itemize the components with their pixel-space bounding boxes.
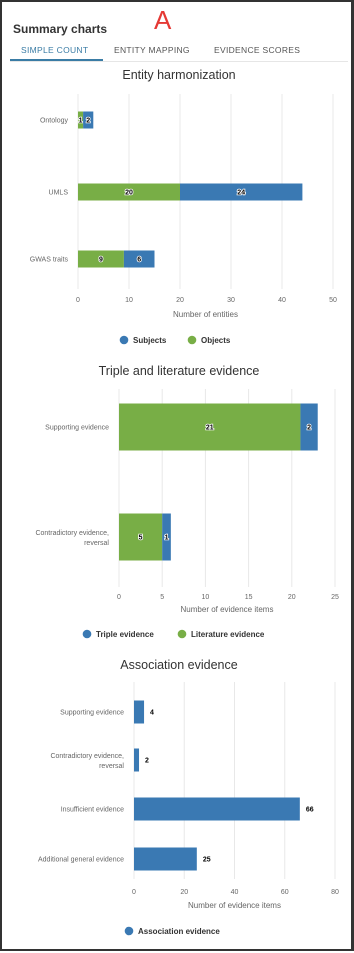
association-evidence-category-label: Contradictory evidence, reversal: [50, 753, 124, 770]
triple-and-literature-evidence-x-tick-label: 0: [117, 594, 121, 601]
tab-simple-count[interactable]: SIMPLE COUNT: [21, 45, 89, 55]
triple-and-literature-evidence-legend-label-literature-evidence: Literature evidence: [191, 630, 265, 639]
entity-harmonization-bar-objects: [78, 250, 124, 268]
entity-harmonization-category-label: UMLS: [49, 190, 69, 197]
triple-and-literature-evidence-x-tick-label: 5: [160, 594, 164, 601]
tab-entity-mapping[interactable]: ENTITY MAPPING: [114, 45, 190, 55]
association-evidence-bar-association-evidence: [134, 847, 197, 871]
association-evidence-category-label: Insufficient evidence: [61, 807, 124, 814]
entity-harmonization-x-tick-label: 20: [176, 297, 184, 304]
entity-harmonization-category-label: GWAS traits: [30, 257, 69, 264]
association-evidence-data-label: 4: [150, 710, 154, 717]
triple-and-literature-evidence-bar-literature-evidence: [119, 403, 301, 451]
entity-harmonization-x-tick-label: 10: [125, 297, 133, 304]
association-evidence-legend-label-association-evidence: Association evidence: [138, 927, 220, 936]
association-evidence-data-label: 2: [145, 758, 149, 765]
association-evidence-x-tick-label: 20: [180, 889, 188, 896]
triple-and-literature-evidence-x-tick-label: 25: [331, 594, 339, 601]
association-evidence-legend-marker-association-evidence: [124, 926, 134, 936]
triple-and-literature-evidence-category-label: Supporting evidence: [45, 425, 109, 432]
entity-harmonization-legend-label-objects: Objects: [201, 336, 231, 345]
entity-harmonization-bar-objects: [78, 111, 84, 129]
entity-harmonization-data-label: 1: [79, 118, 83, 125]
entity-harmonization-data-label: 20: [125, 190, 133, 197]
association-evidence-title: Association evidence: [120, 658, 237, 672]
entity-harmonization-data-label: 9: [99, 257, 103, 264]
association-evidence-x-tick-label: 0: [132, 889, 136, 896]
figure-letter: A: [154, 5, 172, 35]
entity-harmonization-title: Entity harmonization: [122, 68, 235, 82]
panel-title: Summary charts: [13, 22, 108, 36]
association-evidence-bar-association-evidence: [134, 797, 300, 821]
association-evidence-bar-association-evidence: [134, 700, 145, 724]
triple-and-literature-evidence-bar-triple-evidence: [162, 513, 171, 561]
association-evidence-x-tick-label: 60: [281, 889, 289, 896]
triple-and-literature-evidence-data-label: 1: [165, 535, 169, 542]
association-evidence-data-label: 66: [306, 807, 314, 814]
triple-and-literature-evidence-bar-literature-evidence: [119, 513, 163, 561]
triple-and-literature-evidence-bar-triple-evidence: [300, 403, 318, 451]
tab-evidence-scores[interactable]: EVIDENCE SCORES: [214, 45, 301, 55]
triple-and-literature-evidence-x-tick-label: 15: [245, 594, 253, 601]
entity-harmonization-legend-label-subjects: Subjects: [133, 336, 167, 345]
association-evidence-category-label: Additional general evidence: [38, 857, 124, 864]
association-evidence-x-tick-label: 40: [231, 889, 239, 896]
triple-and-literature-evidence-x-tick-label: 10: [202, 594, 210, 601]
tab-divider: [10, 61, 348, 62]
triple-and-literature-evidence-title: Triple and literature evidence: [99, 364, 260, 378]
entity-harmonization-x-axis-label: Number of entities: [173, 310, 238, 319]
entity-harmonization-x-tick-label: 50: [329, 297, 337, 304]
association-evidence-x-axis-label: Number of evidence items: [188, 901, 281, 910]
triple-and-literature-evidence-legend-marker-literature-evidence: [177, 629, 187, 639]
association-evidence-data-label: 25: [203, 857, 211, 864]
entity-harmonization-x-tick-label: 30: [227, 297, 235, 304]
triple-and-literature-evidence-x-axis-label: Number of evidence items: [181, 605, 274, 614]
entity-harmonization-bar-objects: [78, 183, 180, 201]
entity-harmonization-bar-subjects: [83, 111, 94, 129]
entity-harmonization-x-tick-label: 0: [76, 297, 80, 304]
triple-and-literature-evidence-category-label: Contradictory evidence, reversal: [35, 530, 109, 547]
entity-harmonization-legend-marker-subjects: [119, 335, 129, 345]
association-evidence-bar-association-evidence: [134, 748, 140, 772]
triple-and-literature-evidence-data-label: 2: [307, 425, 311, 432]
entity-harmonization-legend-marker-objects: [187, 335, 197, 345]
association-evidence-category-label: Supporting evidence: [60, 710, 124, 717]
entity-harmonization-bar-subjects: [123, 250, 155, 268]
association-evidence-x-tick-label: 80: [331, 889, 339, 896]
triple-and-literature-evidence-data-label: 21: [206, 425, 214, 432]
triple-and-literature-evidence-x-tick-label: 20: [288, 594, 296, 601]
entity-harmonization-bar-subjects: [180, 183, 303, 201]
active-tab-indicator: [10, 59, 103, 61]
triple-and-literature-evidence-legend-label-triple-evidence: Triple evidence: [96, 630, 154, 639]
entity-harmonization-x-tick-label: 40: [278, 297, 286, 304]
entity-harmonization-data-label: 6: [137, 257, 141, 264]
triple-and-literature-evidence-data-label: 5: [139, 535, 143, 542]
entity-harmonization-data-label: 2: [86, 118, 90, 125]
triple-and-literature-evidence-legend-marker-triple-evidence: [82, 629, 92, 639]
entity-harmonization-data-label: 24: [237, 190, 245, 197]
entity-harmonization-category-label: Ontology: [40, 118, 69, 125]
